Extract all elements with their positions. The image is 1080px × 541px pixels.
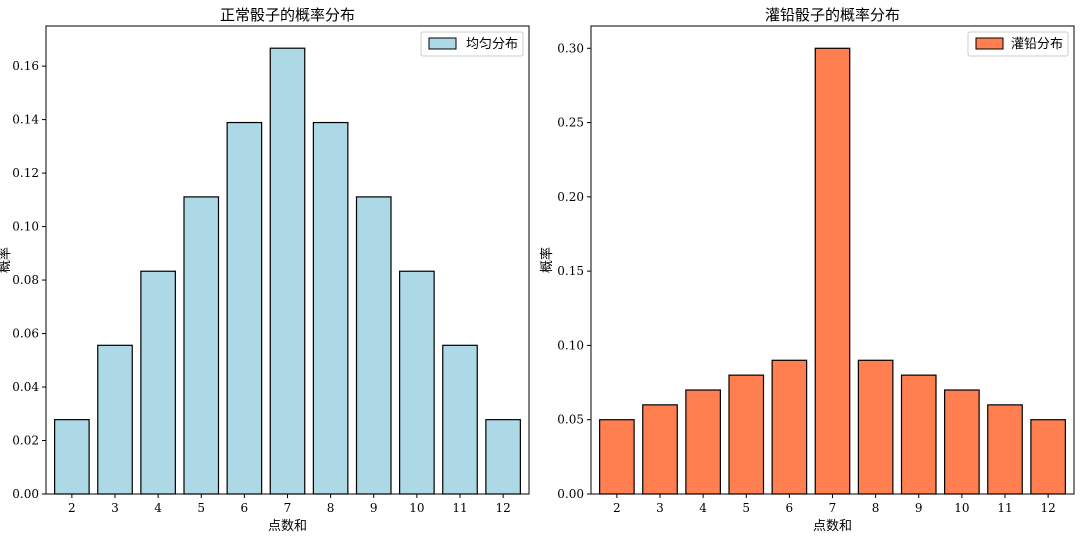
y-tick-label: 0.12 [12,166,39,180]
legend-swatch [428,37,457,50]
legend-label: 均匀分布 [466,37,518,52]
legend-label: 灌铅分布 [1011,37,1063,52]
legend-swatch [975,37,1004,50]
y-ticks-layer: 0.00 0.02 0.04 0.06 0.08 0.10 0.12 0.14 0.16 [12,59,46,501]
bar-11 [442,344,478,495]
x-tick-label: 3 [656,501,664,515]
x-ticks-layer: 2 3 4 5 6 7 8 9 10 11 12 [613,494,1056,515]
y-tick-label: 0.15 [557,264,584,278]
chart-loaded-dice: 灌铅骰子的概率分布 点数和 概率 0.00 0.05 0.10 0.15 0.20 0.2… [539,6,1075,534]
x-ticks-layer: 2 3 4 5 6 7 8 9 10 11 12 [68,494,511,515]
x-tick-label: 12 [1040,501,1055,515]
chart-title: 灌铅骰子的概率分布 [765,6,900,24]
x-tick-label: 12 [495,501,510,515]
bar-10 [399,270,435,495]
x-tick-label: 3 [111,501,119,515]
y-tick-label: 0.25 [557,116,584,130]
bar-8 [312,121,349,495]
y-tick-label: 0.30 [557,41,584,55]
y-tick-label: 0.14 [12,113,39,127]
y-tick-label: 0.08 [12,273,39,287]
y-ticks-layer: 0.00 0.05 0.10 0.15 0.20 0.25 0.30 [557,41,591,501]
chart-normal-dice: 正常骰子的概率分布 点数和 概率 0.00 0.02 0.04 0.06 0.08 0.1… [0,6,530,534]
x-tick-label: 4 [699,501,707,515]
bar-6 [226,121,263,495]
bar-2 [599,419,635,495]
bar-3 [642,404,678,495]
x-tick-label: 5 [197,501,205,515]
x-tick-label: 6 [241,501,249,515]
bar-7 [814,47,851,495]
bar-2 [54,419,90,495]
y-tick-label: 0.06 [12,327,39,341]
y-tick-label: 0.16 [12,59,39,73]
x-tick-label: 9 [915,501,923,515]
y-tick-label: 0.05 [557,413,584,427]
x-tick-label: 10 [409,501,424,515]
bar-4 [685,389,721,495]
y-tick-label: 0.02 [12,434,39,448]
chart-title: 正常骰子的概率分布 [220,6,355,24]
bars-layer [599,47,1066,495]
bar-12 [1030,419,1066,495]
bar-9 [900,374,937,495]
x-tick-label: 9 [370,501,378,515]
y-tick-label: 0.20 [557,190,584,204]
y-axis-label: 概率 [0,247,13,273]
x-tick-label: 8 [327,501,335,515]
y-axis-label: 概率 [539,247,555,273]
x-tick-label: 2 [613,501,621,515]
bar-5 [183,196,220,495]
bar-4 [140,270,176,495]
bar-11 [987,404,1023,495]
y-tick-label: 0.00 [557,487,584,501]
x-tick-label: 5 [742,501,750,515]
y-tick-label: 0.04 [12,380,39,394]
x-tick-label: 4 [154,501,162,515]
x-tick-label: 10 [954,501,969,515]
y-tick-label: 0.10 [12,220,39,234]
bar-10 [944,389,980,495]
legend: 灌铅分布 [967,31,1069,57]
bars-layer [54,47,521,495]
y-tick-label: 0.10 [557,338,584,352]
x-tick-label: 2 [68,501,76,515]
plot-frame [590,25,1075,495]
x-tick-label: 8 [872,501,880,515]
x-tick-label: 11 [452,501,467,515]
bar-3 [97,344,133,495]
bar-7 [269,47,306,495]
x-axis-label: 点数和 [813,519,852,534]
bar-6 [771,359,808,495]
plot-frame [45,25,530,495]
x-tick-label: 6 [786,501,794,515]
bar-5 [728,374,765,495]
y-tick-label: 0.00 [12,487,39,501]
legend: 均匀分布 [420,31,524,57]
x-tick-label: 11 [997,501,1012,515]
bar-8 [857,359,894,495]
x-axis-label: 点数和 [268,519,307,534]
bar-12 [485,419,521,495]
x-tick-label: 7 [284,501,292,515]
bar-9 [355,196,392,495]
x-tick-label: 7 [829,501,837,515]
